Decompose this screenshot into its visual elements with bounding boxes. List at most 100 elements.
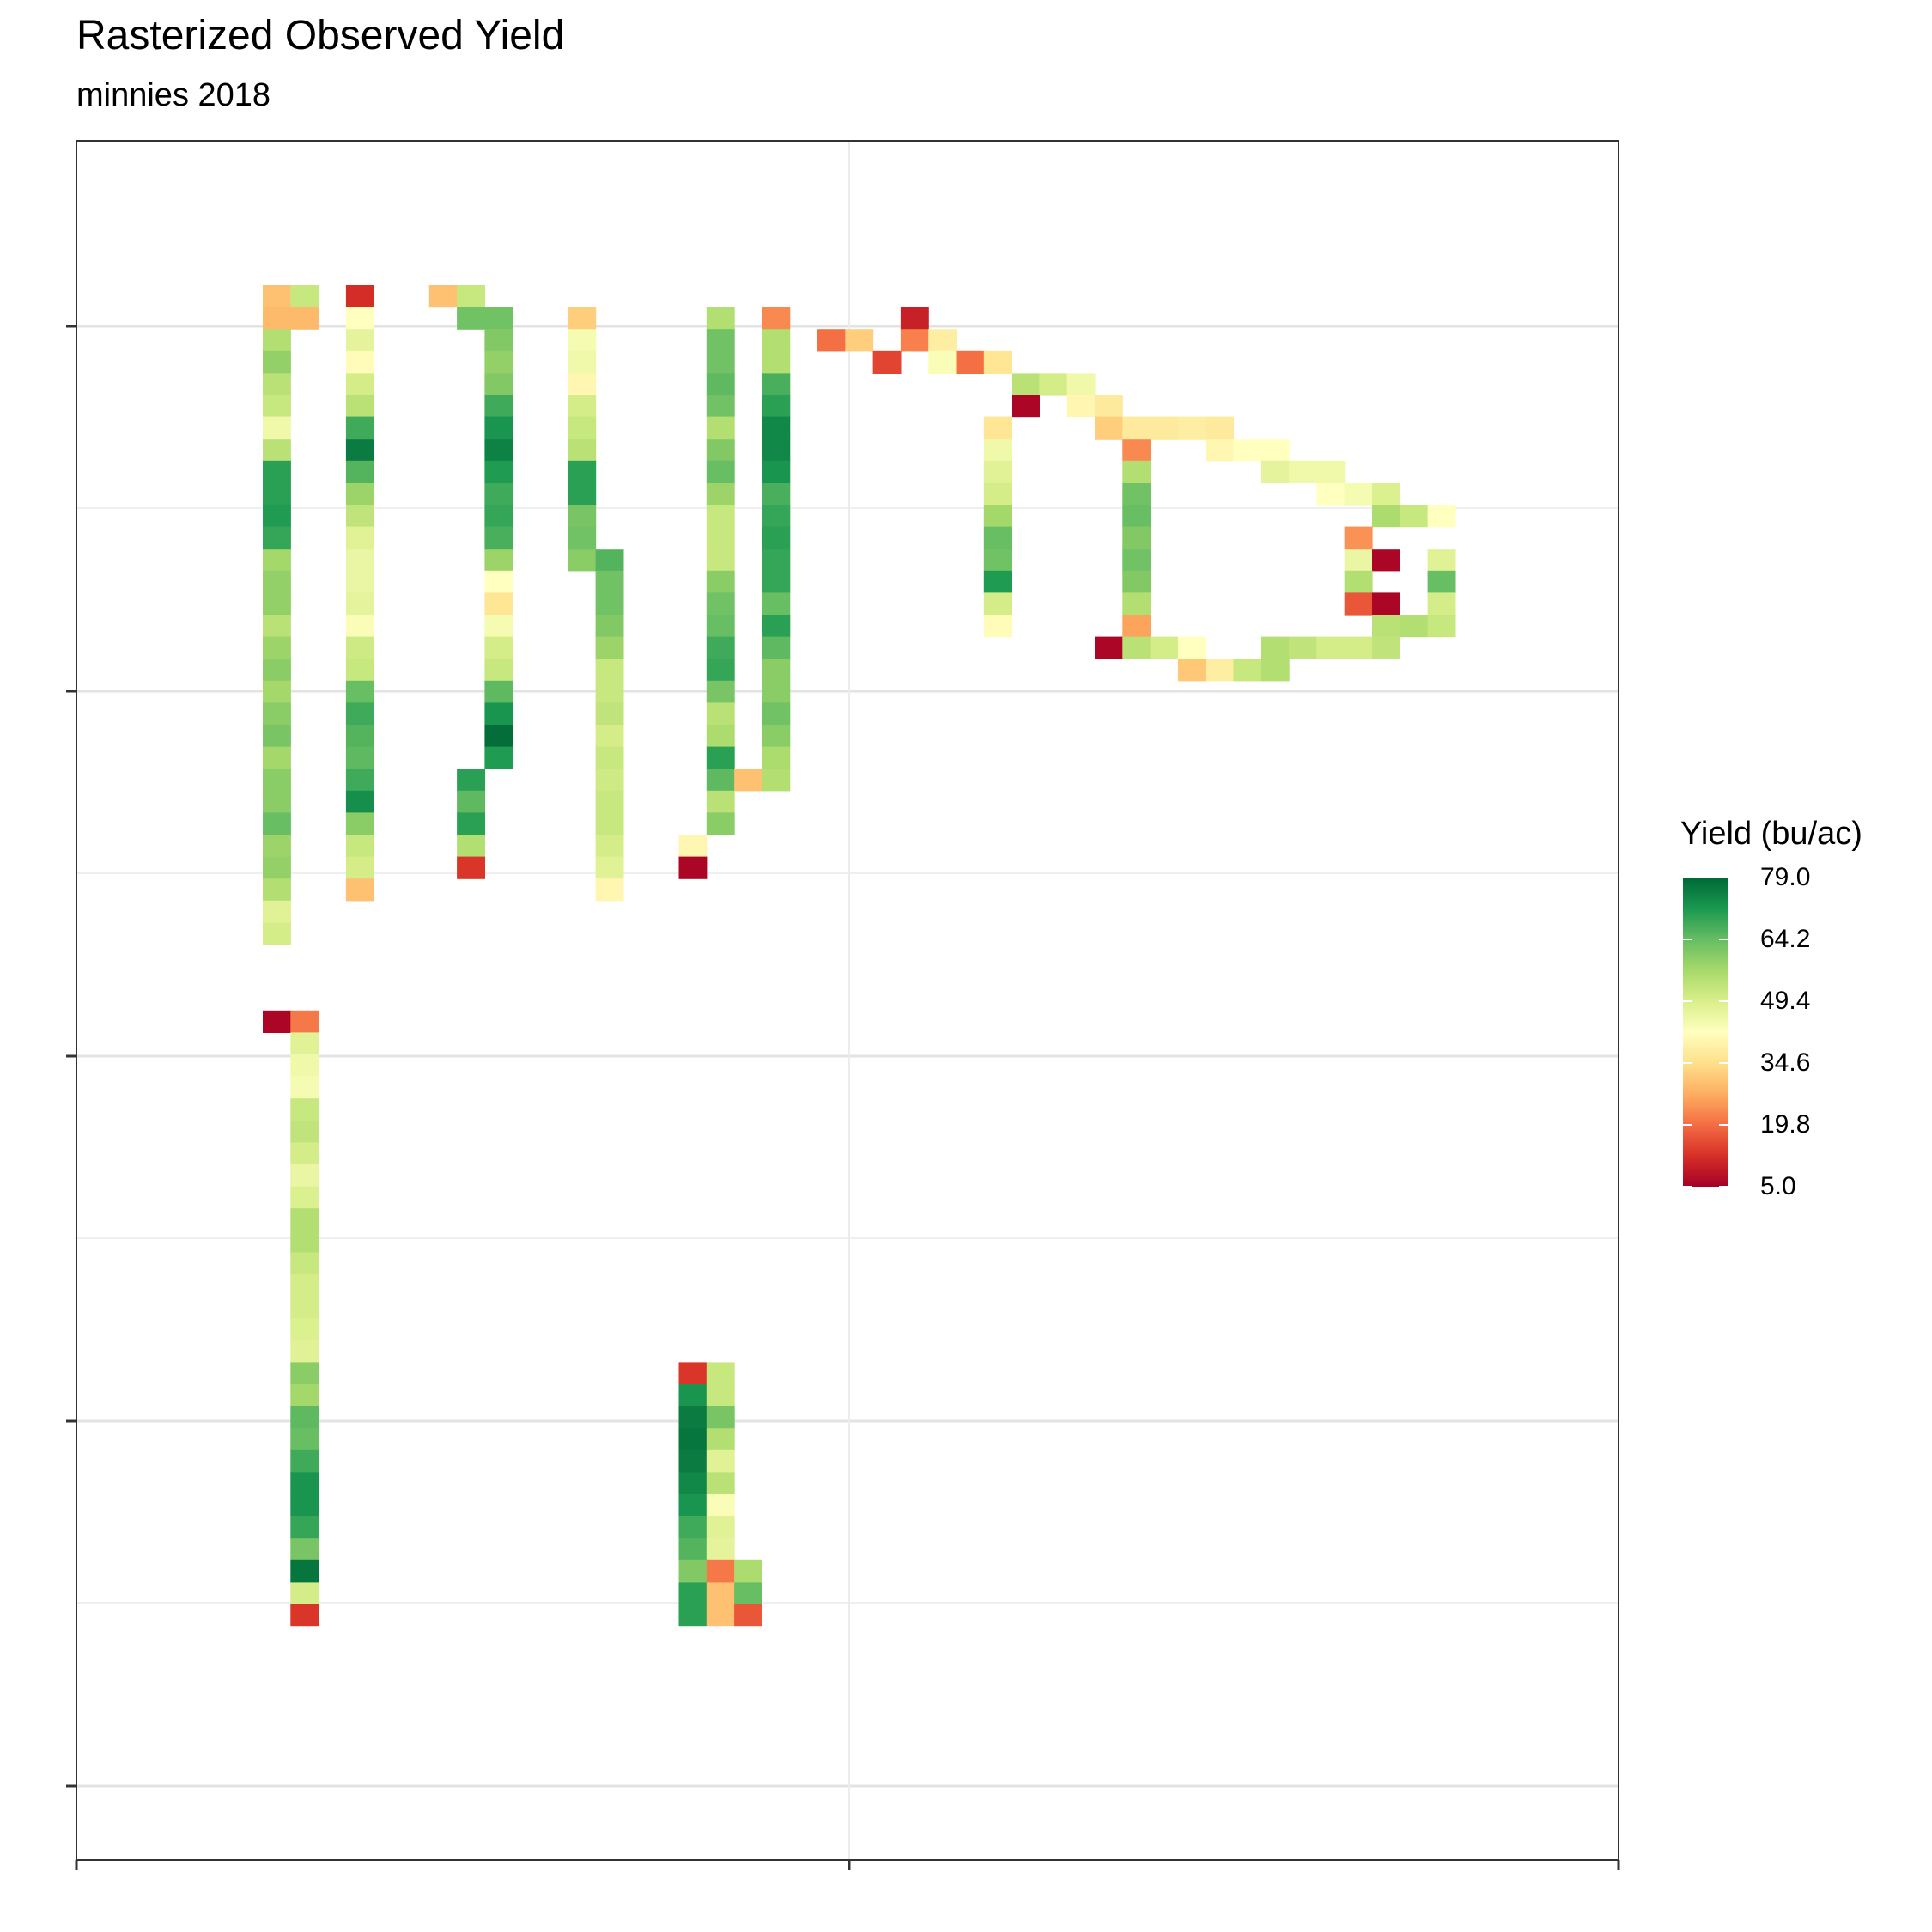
raster-cell (1066, 373, 1096, 396)
raster-cell (290, 1516, 319, 1539)
raster-cell (345, 549, 374, 572)
raster-cell (457, 307, 485, 330)
panel-border (76, 140, 1619, 1861)
raster-cell (762, 460, 791, 483)
raster-cell (1150, 636, 1179, 659)
raster-cell (706, 1494, 735, 1517)
raster-cell (762, 350, 791, 374)
raster-cell (706, 395, 735, 418)
raster-cell (706, 680, 735, 703)
raster-cell (706, 592, 735, 616)
raster-cell (734, 1582, 762, 1605)
raster-cell (983, 416, 1012, 440)
raster-cell (1012, 373, 1040, 396)
raster-cell (706, 1582, 735, 1605)
raster-cell (1372, 505, 1400, 528)
raster-cell (1344, 636, 1373, 659)
raster-cell (1122, 592, 1151, 616)
raster-cell (734, 769, 762, 792)
raster-cell (678, 1582, 708, 1605)
raster-cell (290, 307, 319, 330)
raster-cell (734, 1559, 762, 1583)
raster-cell (817, 329, 846, 352)
raster-cell (1427, 549, 1456, 572)
raster-cell (595, 549, 624, 572)
legend-colorbar (1683, 877, 1728, 1188)
raster-cell (706, 526, 735, 550)
raster-cell (1122, 570, 1151, 593)
raster-cell (263, 483, 291, 506)
raster-cell (1289, 636, 1317, 659)
raster-cell (706, 373, 735, 396)
raster-cell (928, 329, 957, 352)
raster-cell (678, 1428, 708, 1451)
raster-cell (1122, 416, 1151, 440)
raster-cell (290, 1538, 319, 1561)
raster-cell (1372, 592, 1400, 616)
raster-cell (1150, 416, 1179, 440)
legend-title: Yield (bu/ac) (1680, 816, 1862, 852)
raster-cell (345, 395, 374, 418)
raster-cell (1372, 483, 1400, 506)
raster-cell (706, 505, 735, 528)
raster-cell (484, 460, 513, 483)
raster-cell (1316, 636, 1346, 659)
raster-cell (345, 746, 374, 769)
raster-cell (263, 1010, 291, 1033)
raster-cell (762, 725, 791, 748)
raster-cell (706, 1362, 735, 1385)
raster-cell (1206, 416, 1235, 440)
raster-cell (595, 659, 624, 682)
raster-cell (1261, 439, 1290, 462)
raster-cell (484, 702, 513, 726)
raster-cell (595, 725, 624, 748)
raster-cell (263, 505, 291, 528)
raster-cell (762, 549, 791, 572)
raster-cell (484, 329, 513, 352)
raster-cell (678, 1362, 708, 1385)
raster-cell (484, 416, 513, 440)
raster-cell (900, 329, 929, 352)
raster-cell (345, 373, 374, 396)
raster-cell (263, 812, 291, 835)
raster-cell (1177, 659, 1206, 682)
raster-cell (595, 878, 624, 902)
raster-cell (263, 460, 291, 483)
raster-cell (484, 570, 513, 593)
raster-cell (595, 812, 624, 835)
legend-break-label: 5.0 (1760, 1172, 1796, 1200)
raster-cell (1427, 592, 1456, 616)
raster-cell (762, 373, 791, 396)
raster-cell (678, 1384, 708, 1407)
raster-cell (762, 592, 791, 616)
raster-cell (345, 878, 374, 902)
raster-cell (345, 570, 374, 593)
raster-cell (290, 1076, 319, 1099)
raster-cell (983, 570, 1012, 593)
raster-cell (290, 1230, 319, 1253)
raster-cell (706, 725, 735, 748)
raster-cell (1206, 439, 1235, 462)
raster-cell (290, 1406, 319, 1429)
raster-cell (484, 725, 513, 748)
raster-cell (428, 285, 458, 308)
raster-cell (928, 350, 957, 374)
raster-cell (1095, 416, 1123, 440)
raster-cell (345, 725, 374, 748)
raster-cell (345, 483, 374, 506)
raster-cell (983, 483, 1012, 506)
raster-cell (900, 307, 929, 330)
raster-cell (595, 790, 624, 813)
raster-cell (1122, 615, 1151, 638)
raster-cell (678, 1604, 708, 1627)
raster-cell (568, 350, 597, 374)
raster-cell (706, 790, 735, 813)
raster-cell (290, 1604, 319, 1627)
raster-cell (762, 505, 791, 528)
raster-cell (983, 592, 1012, 616)
raster-cell (595, 615, 624, 638)
raster-cell (1122, 439, 1151, 462)
raster-cell (595, 835, 624, 858)
raster-cell (706, 350, 735, 374)
raster-cell (263, 680, 291, 703)
